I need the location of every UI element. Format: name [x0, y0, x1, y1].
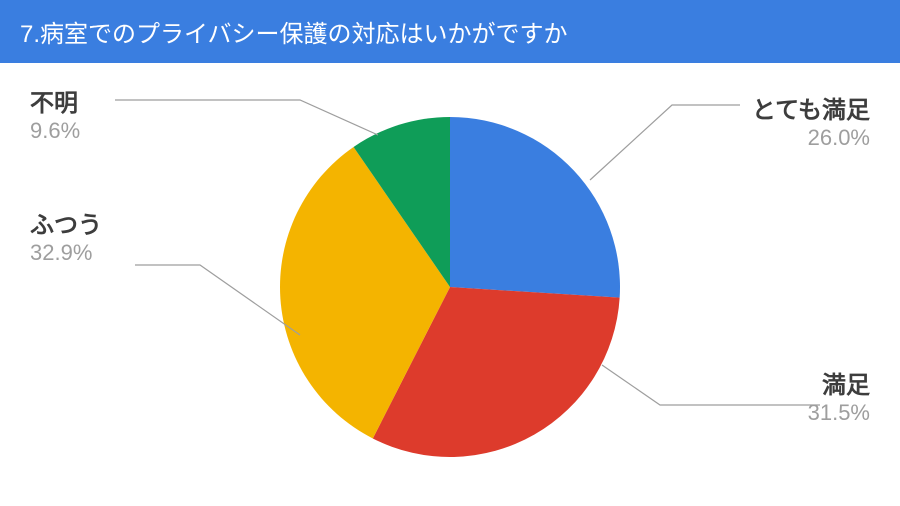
- callout-label: 不明: [30, 83, 80, 118]
- callout: 不明9.6%: [30, 83, 80, 144]
- callout: 満足31.5%: [808, 365, 870, 426]
- callout-label: とても満足: [752, 90, 870, 125]
- callout-label: 満足: [808, 365, 870, 400]
- callout-percent: 9.6%: [30, 118, 80, 144]
- pie-chart: [280, 117, 620, 457]
- leader-line: [135, 265, 300, 335]
- title-bar: 7.病室でのプライバシー保護の対応はいかがですか: [0, 0, 900, 63]
- pie-slice: [450, 117, 620, 298]
- callout: とても満足26.0%: [752, 90, 870, 151]
- chart-card: 7.病室でのプライバシー保護の対応はいかがですか とても満足26.0% 満足31.…: [0, 0, 900, 506]
- leader-line: [602, 365, 820, 405]
- chart-area: とても満足26.0% 満足31.5% ふつう32.9% 不明9.6%: [0, 63, 900, 506]
- callout: ふつう32.9%: [30, 205, 102, 266]
- chart-title: 7.病室でのプライバシー保護の対応はいかがですか: [20, 21, 568, 48]
- callout-percent: 26.0%: [752, 125, 870, 151]
- callout-percent: 31.5%: [808, 400, 870, 426]
- callout-percent: 32.9%: [30, 240, 102, 266]
- callout-label: ふつう: [30, 205, 102, 240]
